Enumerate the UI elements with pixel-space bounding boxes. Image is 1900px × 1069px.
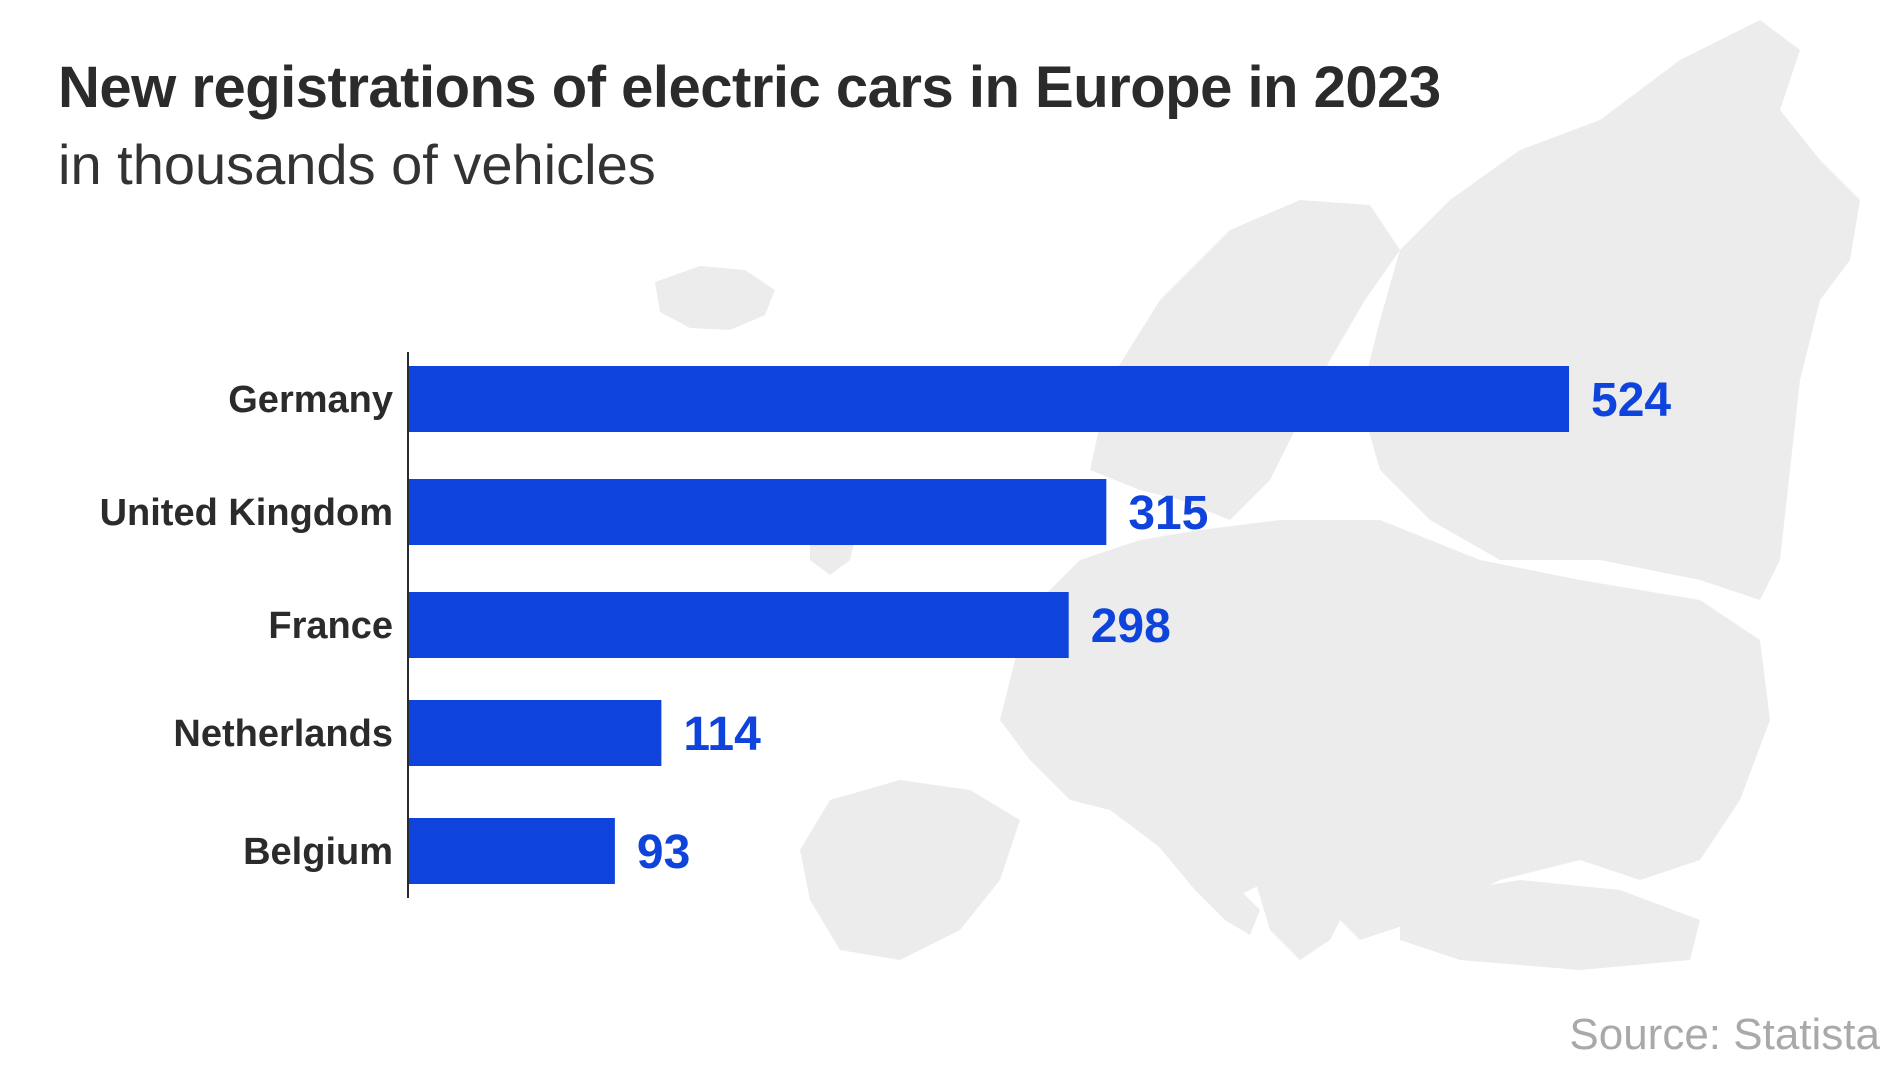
value-label: 524 bbox=[1591, 374, 1671, 427]
chart-title: New registrations of electric cars in Eu… bbox=[58, 55, 1441, 120]
bar-united-kingdom bbox=[409, 479, 1107, 545]
bar-netherlands bbox=[409, 700, 662, 766]
category-label: Netherlands bbox=[173, 713, 393, 755]
chart-subtitle: in thousands of vehicles bbox=[58, 133, 656, 196]
anatolia-shape bbox=[1400, 880, 1700, 970]
iceland-shape bbox=[655, 266, 775, 330]
bar-france bbox=[409, 592, 1069, 658]
bar-belgium bbox=[409, 818, 615, 884]
balkans-shape bbox=[1255, 820, 1360, 960]
scandinavia-shape bbox=[1090, 200, 1400, 520]
source-note: Source: Statista bbox=[1569, 1010, 1880, 1059]
bars-layer: Germany 524 United Kingdom 315 France 298 Neth… bbox=[100, 366, 1671, 884]
italy-shape bbox=[1140, 790, 1260, 935]
category-label: France bbox=[268, 605, 393, 647]
value-label: 114 bbox=[683, 708, 761, 761]
northern-russia-shape bbox=[1360, 20, 1860, 600]
category-label: Germany bbox=[228, 379, 393, 421]
value-label: 315 bbox=[1128, 487, 1208, 540]
category-label: Belgium bbox=[243, 831, 393, 873]
value-label: 298 bbox=[1091, 600, 1171, 653]
category-label: United Kingdom bbox=[100, 492, 393, 534]
bar-germany bbox=[409, 366, 1569, 432]
value-label: 93 bbox=[637, 826, 690, 879]
iberia-shape bbox=[800, 780, 1020, 960]
